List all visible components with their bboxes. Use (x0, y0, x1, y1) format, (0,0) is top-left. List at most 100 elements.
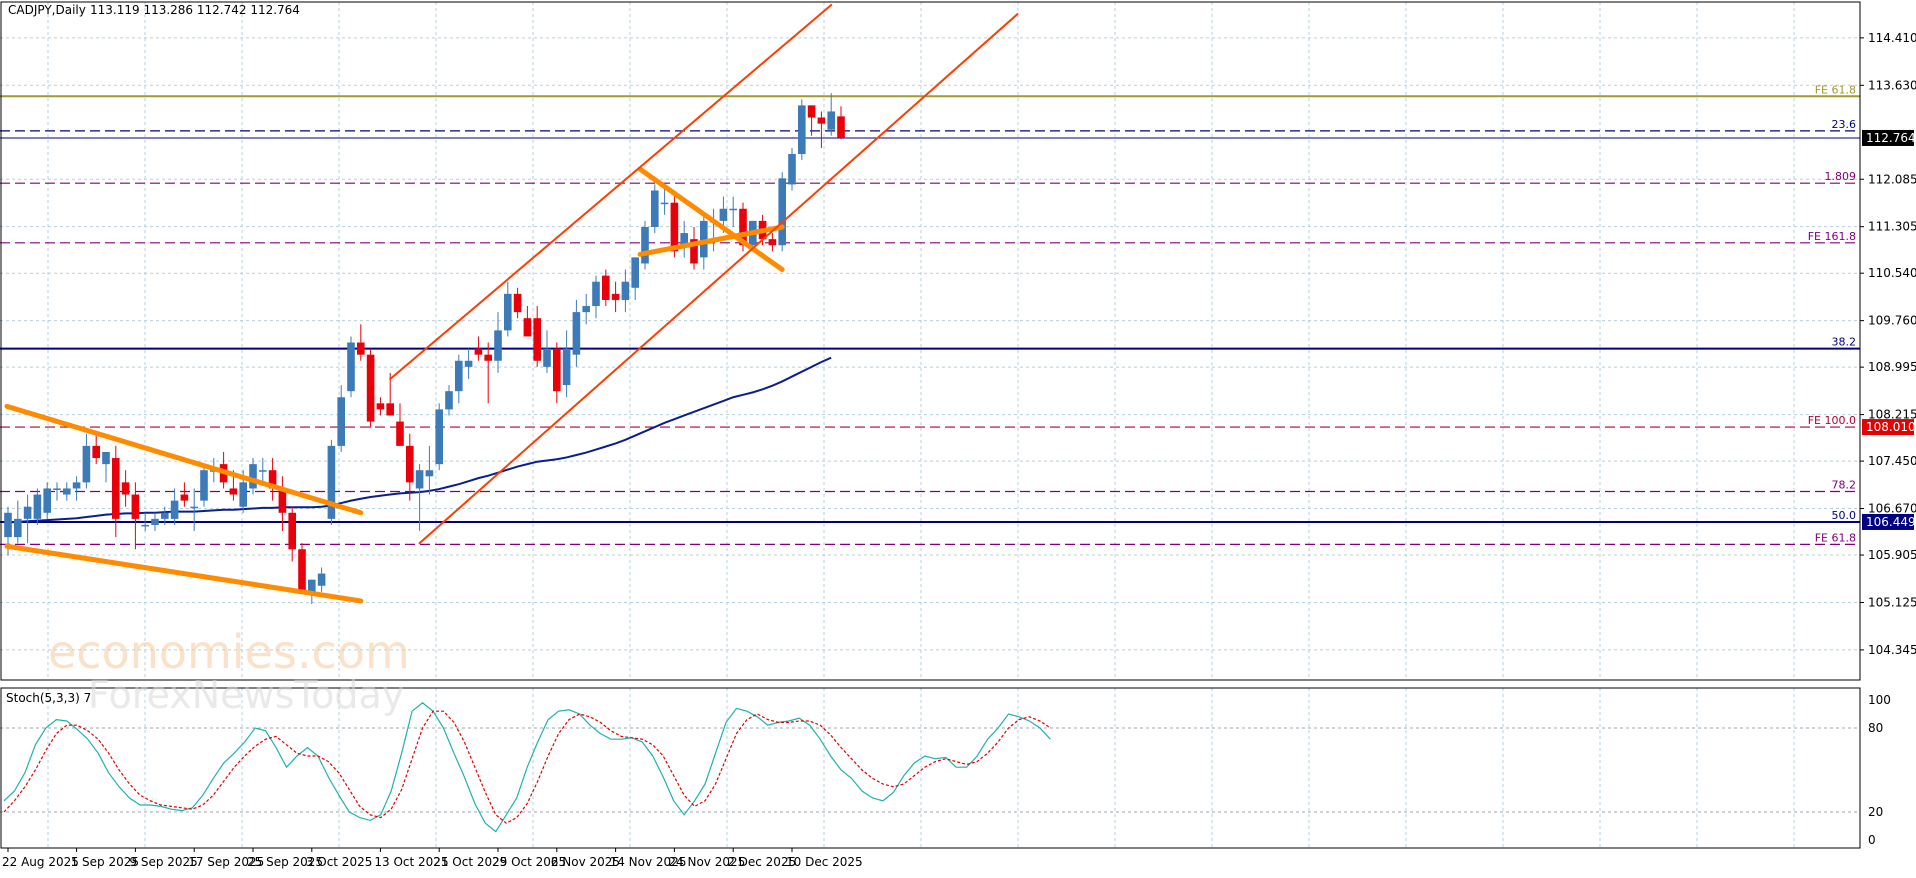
candle (131, 482, 140, 550)
pennant-lower (637, 166, 785, 273)
candle (63, 482, 71, 501)
candle-body (112, 458, 120, 519)
date-tick-label: 9 Sep 2025 (129, 855, 197, 869)
date-tick-label: 10 Dec 2025 (786, 855, 863, 869)
candle (553, 342, 561, 404)
candle (621, 269, 630, 313)
date-tick-label: 13 Oct 2025 (374, 855, 448, 869)
date-tick-label: 14 Nov 2025 (610, 855, 687, 869)
candle (23, 494, 32, 544)
candle-body (23, 506, 32, 519)
candle (82, 433, 91, 489)
main-panel-border (0, 1, 1861, 681)
falling-wedge-upper (4, 403, 364, 516)
candle (611, 281, 620, 313)
candle-body (249, 464, 257, 489)
candle-body (190, 506, 198, 509)
date-tick-label: 17 Sep 2025 (188, 855, 264, 869)
candle (298, 543, 306, 592)
watermark-line2: ForexNewsToday (88, 673, 404, 717)
candle-body (357, 342, 365, 355)
candle-body (406, 445, 414, 483)
price-tick-label: 110.540 (1868, 266, 1916, 280)
candle (827, 93, 835, 136)
candle (523, 306, 532, 337)
date-tick-label: 2 Dec 2025 (727, 855, 796, 869)
price-tick-label: 108.215 (1868, 408, 1916, 422)
candle (504, 281, 512, 337)
candle-body (425, 470, 434, 477)
candle (112, 445, 120, 538)
stoch-panel-border (0, 687, 1861, 849)
candle (415, 464, 424, 532)
candle-body (229, 488, 238, 495)
falling-wedge-lower (4, 543, 364, 604)
date-tick-label: 21 Oct 2025 (433, 855, 507, 869)
candle-body (621, 281, 630, 300)
candle-body (611, 293, 620, 300)
candle-body (63, 488, 71, 495)
candle-body (396, 421, 404, 446)
candle-body (533, 318, 541, 361)
candle (474, 336, 483, 361)
candle-body (82, 445, 91, 483)
stoch-k-line (3, 702, 1051, 833)
candle-body (592, 281, 600, 307)
level-label: FE 100.0 (1808, 414, 1856, 427)
chart-symbol: CADJPY,Daily (8, 3, 86, 17)
candle-body (278, 488, 287, 513)
price-axis: 114.410 113.630 112.085 111.305 110.540 109.7… (1860, 31, 1916, 657)
candle (837, 106, 845, 140)
price-label-text: 108.010 (1866, 420, 1916, 434)
candle (33, 488, 42, 525)
candle (807, 105, 816, 136)
candle-body (719, 208, 728, 221)
price-tick-label: 106.670 (1868, 502, 1916, 516)
price-label-box (1862, 513, 1914, 530)
date-tick-label: 3 Oct 2025 (306, 855, 373, 869)
price-tick-label: 105.905 (1868, 548, 1916, 562)
candle (817, 111, 826, 148)
candle (798, 99, 806, 161)
level-label: 38.2 (1832, 336, 1857, 349)
candle (582, 293, 590, 325)
current-price-box (1862, 129, 1914, 146)
candle (366, 348, 375, 428)
candle-body (337, 397, 345, 446)
candle (651, 184, 659, 234)
candle (592, 275, 600, 319)
level-label: FE 61.8 (1815, 83, 1856, 96)
candle-body (43, 488, 51, 513)
price-tick-label: 114.410 (1868, 31, 1916, 45)
candle-body (523, 318, 532, 337)
candle-body (33, 494, 42, 519)
candle (249, 458, 257, 495)
candle-body (53, 488, 61, 490)
stoch-label: Stoch(5,3,3) 7 (6, 691, 91, 705)
candle (455, 354, 463, 404)
price-tick-label: 111.305 (1868, 220, 1916, 234)
candle-body (4, 512, 12, 538)
candle-body (798, 105, 806, 155)
candle (102, 451, 110, 483)
candle-body (72, 482, 81, 489)
candle-body (631, 257, 639, 288)
level-label: 50.0 (1832, 509, 1857, 522)
candle (435, 403, 443, 471)
candle-body (102, 451, 110, 465)
candle-body (768, 239, 777, 246)
candle-body (543, 348, 551, 367)
trend-lines (4, 4, 1019, 604)
candle-body (239, 482, 247, 507)
candle-body (504, 293, 512, 331)
candle-body (778, 178, 786, 246)
candle (53, 482, 61, 501)
candle-body (435, 409, 443, 465)
candle (190, 488, 198, 532)
level-label: 23.6 (1832, 118, 1857, 131)
stoch-axis-label: 0 (1868, 833, 1876, 847)
fibonacci-levels: FE 61.8 23.6 1.809 FE 161.8 38.2 FE 100.0 78.2… (0, 83, 1860, 546)
